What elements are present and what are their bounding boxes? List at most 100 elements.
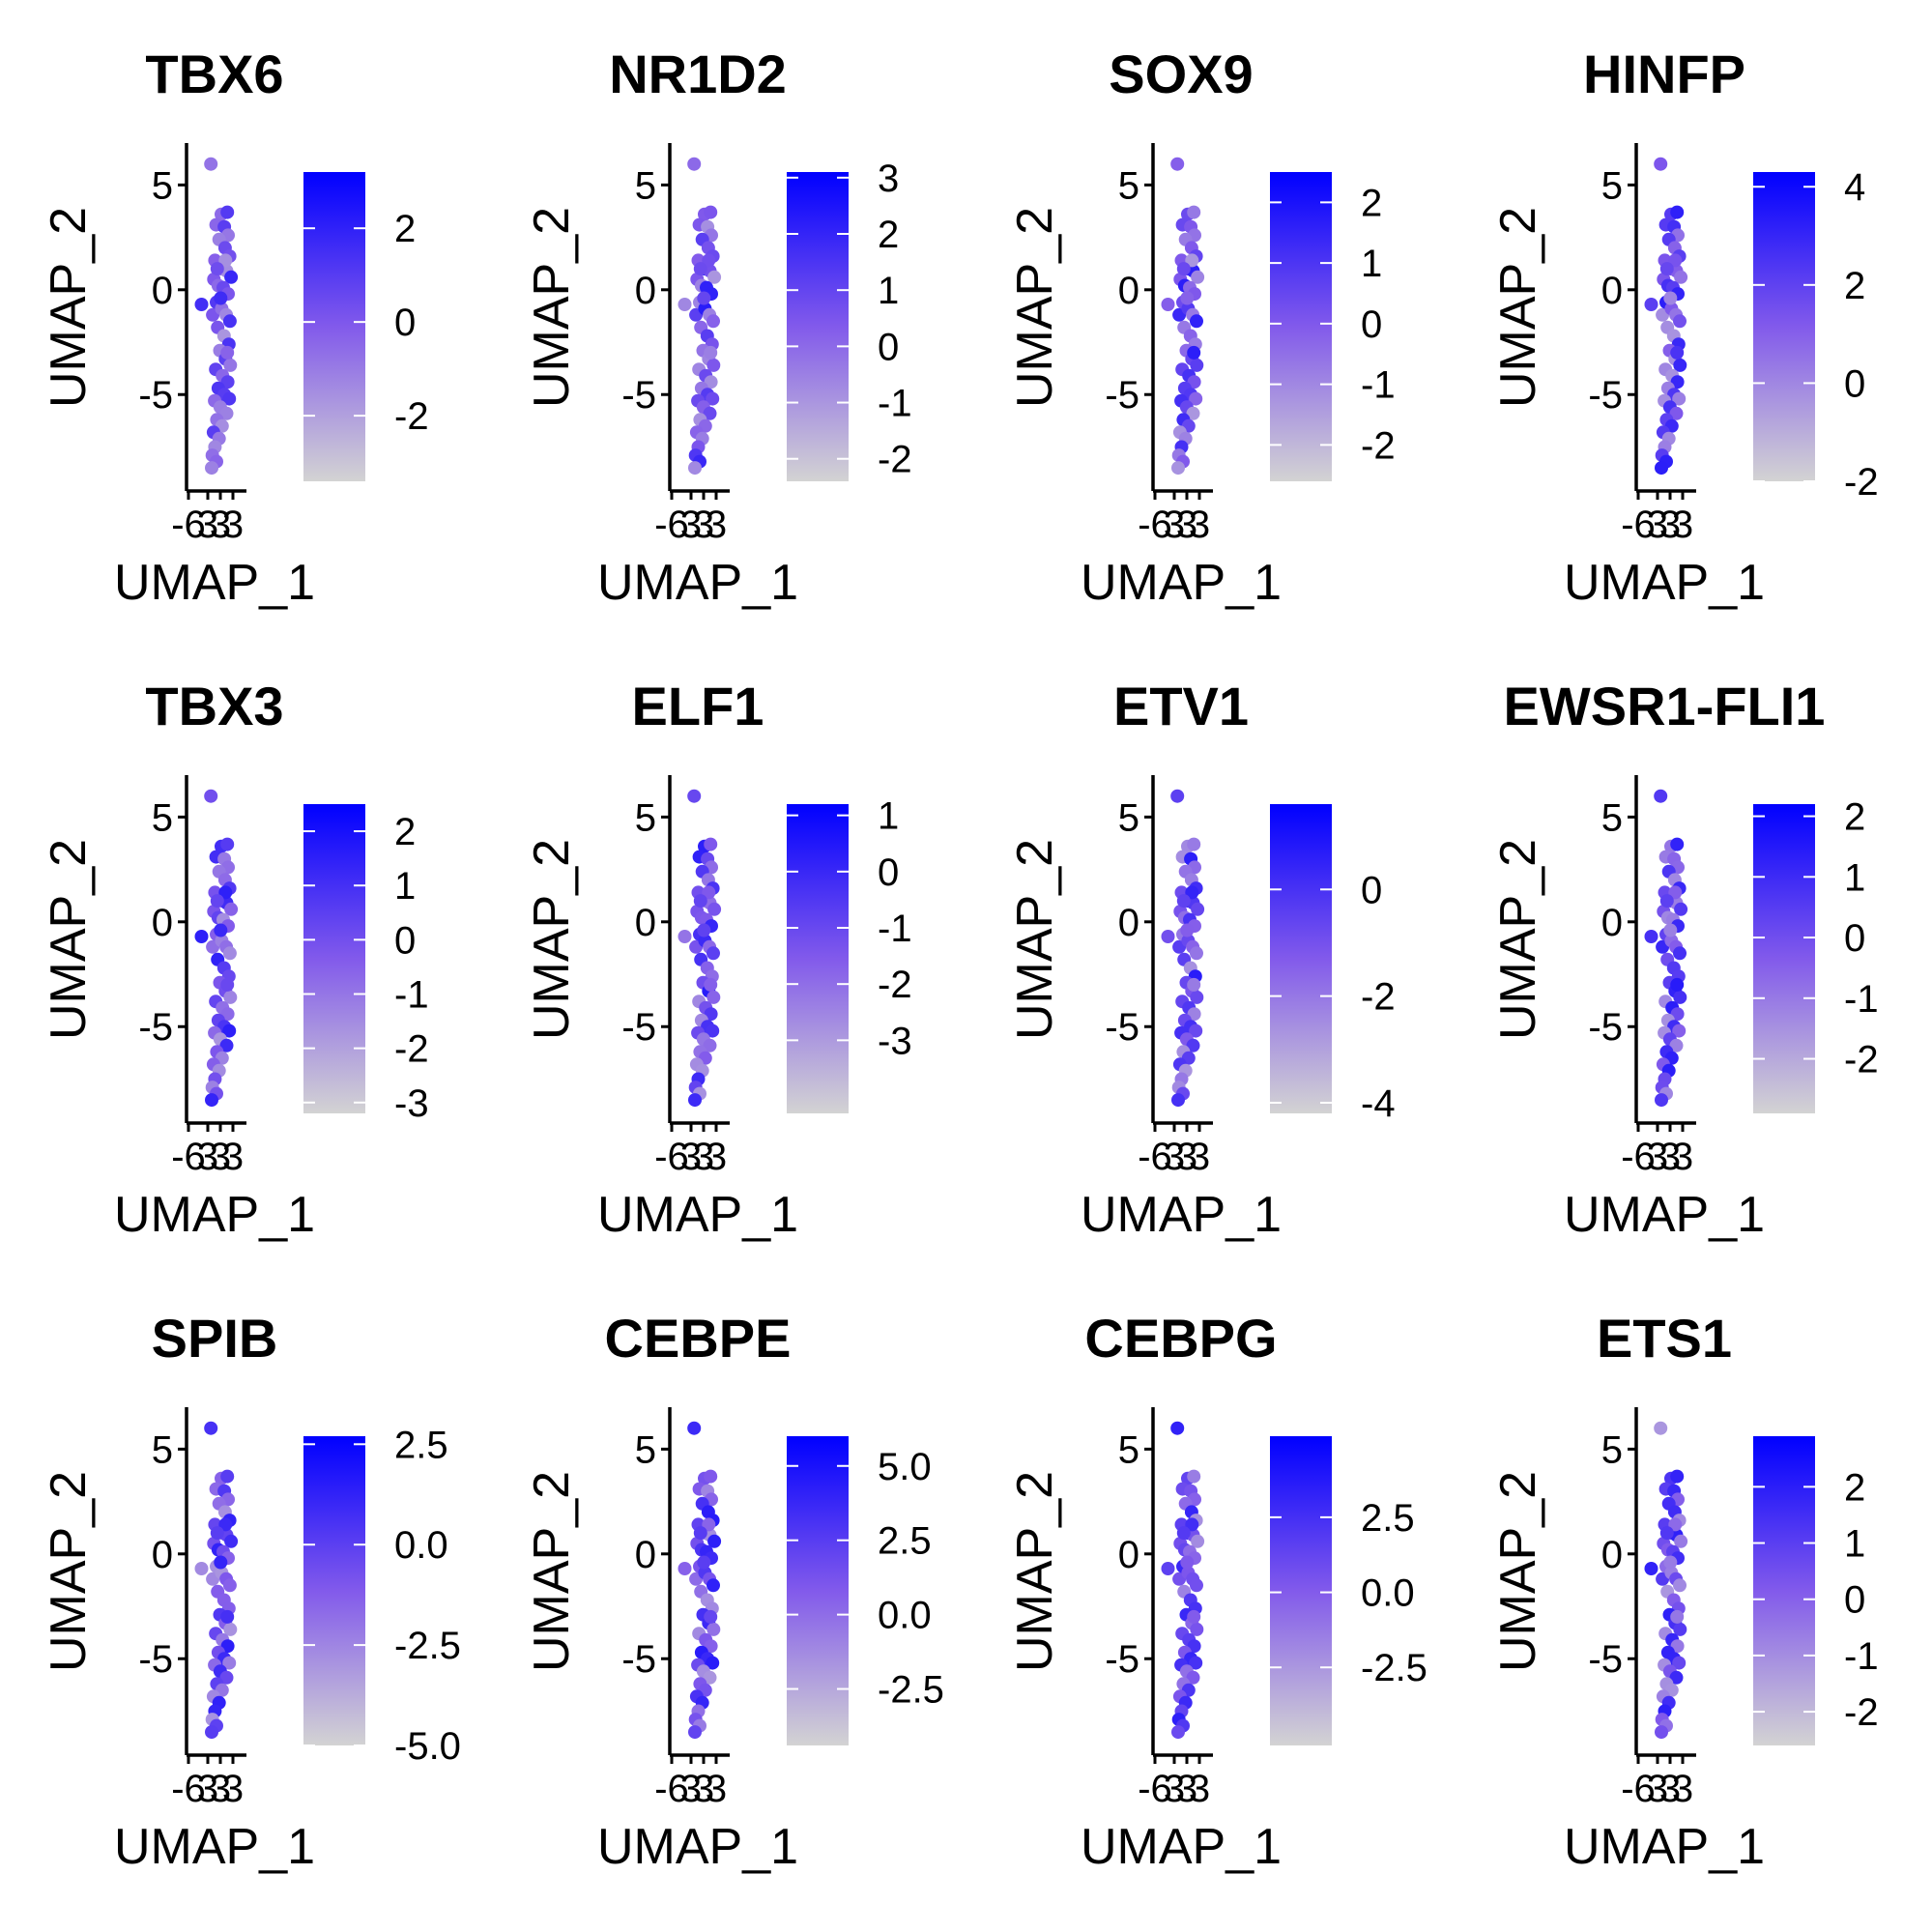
- cell-point: [704, 1469, 718, 1484]
- legend-tick-label: -1: [394, 973, 429, 1016]
- cell-point: [1654, 789, 1668, 803]
- cell-point: [707, 270, 722, 284]
- legend-tick-label: -5.0: [394, 1725, 461, 1768]
- cell-point: [210, 894, 224, 908]
- legend-tick-label: 1: [394, 865, 416, 908]
- x-tick-label: -6: [171, 504, 206, 546]
- cell-point: [218, 885, 233, 900]
- y-tick-label: 0: [152, 270, 173, 312]
- legend-colorbar: [1270, 172, 1332, 481]
- y-tick-label: 0: [1118, 270, 1139, 312]
- cell-point: [1663, 1555, 1678, 1570]
- x-tick-label: 3: [222, 1768, 244, 1810]
- y-tick-label: 5: [152, 164, 173, 207]
- x-axis-label: UMAP_1: [1081, 555, 1282, 611]
- y-tick-label: 0: [635, 270, 656, 312]
- y-tick-label: 5: [1601, 796, 1623, 839]
- cell-point: [194, 930, 209, 943]
- y-axis-label: UMAP_2: [524, 1471, 580, 1672]
- cell-point: [706, 1656, 720, 1670]
- x-axis-label: UMAP_1: [597, 1819, 798, 1875]
- y-tick-label: 5: [635, 164, 656, 207]
- cell-point: [687, 789, 702, 803]
- y-tick-label: -5: [621, 374, 656, 417]
- cell-point: [1655, 1725, 1668, 1740]
- cell-point: [1673, 358, 1687, 372]
- legend-tick-label: -2: [878, 964, 912, 1006]
- cell-point: [704, 977, 718, 992]
- y-tick-label: 5: [1118, 1428, 1139, 1471]
- y-tick-label: -5: [621, 1638, 656, 1681]
- y-tick-label: -5: [138, 1006, 173, 1049]
- cell-point: [702, 1517, 716, 1532]
- cell-point: [1187, 345, 1201, 360]
- cell-point: [1674, 1534, 1688, 1548]
- cell-point: [223, 358, 238, 372]
- cell-point: [1191, 902, 1205, 916]
- panel-title: NR1D2: [609, 43, 787, 104]
- cell-point: [1644, 298, 1658, 311]
- cell-point: [706, 314, 720, 329]
- legend-tick-label: 2: [394, 811, 416, 853]
- legend-tick-label: 0: [1844, 1579, 1865, 1622]
- x-tick-label: 3: [210, 1136, 231, 1178]
- cell-point: [706, 1578, 720, 1593]
- y-tick-label: -5: [1105, 374, 1139, 417]
- cell-point: [687, 157, 702, 171]
- panel-title: TBX3: [145, 676, 283, 736]
- y-tick-label: 0: [635, 902, 656, 944]
- cell-point: [1668, 253, 1683, 268]
- x-tick-label: 3: [693, 1768, 714, 1810]
- legend-tick-label: 0: [1361, 303, 1382, 346]
- legend-tick-label: -3: [394, 1082, 429, 1125]
- cell-point: [219, 1670, 234, 1685]
- y-tick-label: 5: [1601, 1428, 1623, 1471]
- legend-tick-label: -2: [1361, 976, 1396, 1019]
- legend-tick-label: 2: [1844, 1466, 1865, 1509]
- legend-tick-label: -2: [878, 439, 912, 481]
- cell-point: [1669, 1670, 1684, 1685]
- cell-point: [697, 291, 711, 305]
- legend-tick-label: 2: [878, 214, 899, 256]
- cell-point: [224, 270, 239, 284]
- legend-tick-label: 0: [1844, 362, 1865, 405]
- cell-point: [1663, 923, 1678, 937]
- x-tick-label: 3: [222, 1136, 244, 1178]
- legend-tick-label: 1: [878, 270, 899, 312]
- cell-point: [223, 990, 238, 1004]
- y-axis-label: UMAP_2: [524, 207, 580, 408]
- cell-point: [1659, 1526, 1674, 1541]
- x-tick-label: 3: [197, 504, 218, 546]
- cell-point: [688, 1725, 702, 1740]
- x-tick-label: 3: [1164, 1136, 1185, 1178]
- y-tick-label: 0: [1601, 902, 1623, 944]
- cell-point: [678, 930, 692, 943]
- legend-tick-label: 5.0: [878, 1446, 932, 1488]
- cell-point: [1189, 391, 1203, 406]
- cell-point: [1644, 930, 1658, 943]
- x-tick-label: 3: [197, 1136, 218, 1178]
- x-axis-label: UMAP_1: [1564, 555, 1765, 611]
- cell-point: [220, 345, 235, 360]
- cell-point: [1670, 1469, 1685, 1484]
- cell-point: [704, 1609, 718, 1624]
- cell-point: [1655, 1093, 1668, 1108]
- legend-tick-label: -1: [1844, 978, 1879, 1021]
- cell-point: [1668, 1517, 1683, 1532]
- cell-point: [706, 358, 721, 372]
- cell-point: [1187, 1609, 1201, 1624]
- x-tick-label: 3: [210, 1768, 231, 1810]
- cell-point: [220, 205, 235, 219]
- legend-tick-label: 2: [1361, 182, 1382, 224]
- y-axis-label: UMAP_2: [1490, 207, 1546, 408]
- y-axis-label: UMAP_2: [41, 1471, 97, 1672]
- cell-point: [224, 1534, 239, 1548]
- cell-point: [1187, 1469, 1201, 1484]
- cell-point: [1670, 837, 1685, 851]
- x-tick-label: 3: [1176, 1136, 1197, 1178]
- y-axis-label: UMAP_2: [1490, 1471, 1546, 1672]
- cell-point: [204, 1421, 218, 1435]
